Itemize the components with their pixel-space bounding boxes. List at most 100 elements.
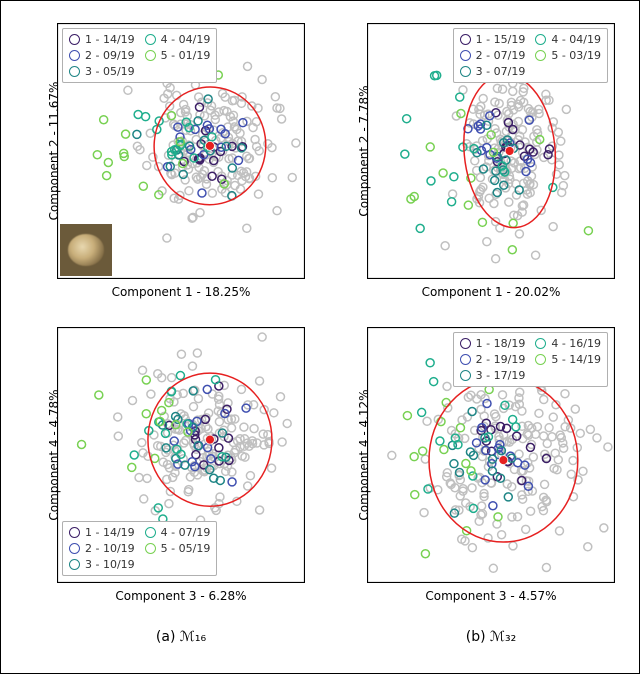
legend-label: 2 - 19/19 [476, 353, 526, 366]
legend-item: 3 - 17/19 [460, 369, 526, 382]
bg-point [258, 76, 266, 84]
class-5-point [508, 246, 516, 254]
legend-item: 3 - 05/19 [69, 65, 135, 78]
class-4-point [418, 408, 426, 416]
bg-point [549, 223, 557, 231]
legend-label: 3 - 05/19 [85, 65, 135, 78]
bg-point [246, 472, 254, 480]
legend-marker-icon [460, 50, 471, 61]
bg-point [238, 452, 246, 460]
class-5-point [122, 130, 130, 138]
class-1-point [195, 103, 203, 111]
bg-point [423, 417, 431, 425]
class-5-point [103, 172, 111, 180]
bg-point [196, 209, 204, 217]
legend-item: 4 - 04/19 [535, 33, 601, 46]
class-5-point [142, 376, 150, 384]
class-4-point [401, 150, 409, 158]
bg-point [549, 413, 557, 421]
legend-item: 4 - 16/19 [535, 337, 601, 350]
class-4-point [403, 115, 411, 123]
class-4-point [212, 376, 220, 384]
class-5-point [403, 412, 411, 420]
bg-point [143, 161, 151, 169]
animal-blob [68, 234, 104, 265]
bg-point [529, 453, 537, 461]
legend-item: 5 - 03/19 [535, 49, 601, 62]
bg-point [561, 390, 569, 398]
bg-point [600, 524, 608, 532]
figure-root: Component 1 - 18.25%Component 2 - 11.67%… [0, 0, 640, 674]
bg-point [541, 480, 549, 488]
bg-point [256, 377, 264, 385]
class-2-point [483, 399, 491, 407]
legend-item: 4 - 04/19 [145, 33, 211, 46]
bg-point [114, 413, 122, 421]
bg-point [499, 85, 507, 93]
bg-point [540, 396, 548, 404]
bg-point [193, 349, 201, 357]
legend-item: 3 - 10/19 [69, 558, 135, 571]
legend-label: 2 - 10/19 [85, 542, 135, 555]
class-5-point [104, 158, 112, 166]
bg-point [138, 439, 146, 447]
bg-point [258, 333, 266, 341]
legend-marker-icon [535, 50, 546, 61]
caption-b: (b) ℳ₃₂ [411, 629, 571, 645]
bg-point [147, 390, 155, 398]
center-point [499, 456, 508, 465]
bg-point [273, 207, 281, 215]
class-5-point [478, 218, 486, 226]
bg-point [561, 172, 569, 180]
bg-point [240, 423, 248, 431]
class-2-point [198, 189, 206, 197]
ylabel-a_top: Component 2 - 11.67% [47, 23, 61, 279]
bg-point [256, 506, 264, 514]
bg-point [527, 507, 535, 515]
bg-point [292, 139, 300, 147]
class-4-point [436, 437, 444, 445]
legend-label: 2 - 07/19 [476, 49, 526, 62]
class-4-point [427, 177, 435, 185]
bg-point [483, 238, 491, 246]
legend-item: 5 - 05/19 [145, 542, 211, 555]
legend-label: 3 - 10/19 [85, 558, 135, 571]
caption-a: (a) ℳ₁₆ [101, 629, 261, 645]
class-5-point [456, 424, 464, 432]
legend-label: 1 - 14/19 [85, 33, 135, 46]
bg-point [443, 382, 451, 390]
legend-b_top: 1 - 15/192 - 07/193 - 07/194 - 04/195 - … [453, 28, 608, 83]
ylabel-b_top: Component 2 - 7.78% [357, 23, 371, 279]
bg-point [476, 173, 484, 181]
legend-a_bottom: 1 - 14/19 2 - 10/19 3 - 10/19 4 - 07/19 5 - … [62, 521, 217, 576]
class-4-point [448, 198, 456, 206]
class-5-point [142, 410, 150, 418]
legend-label: 1 - 18/19 [476, 337, 526, 350]
bg-point [569, 457, 577, 465]
legend-item: 1 - 14/19 [69, 526, 135, 539]
legend-marker-icon [145, 34, 156, 45]
legend-marker-icon [460, 34, 471, 45]
class-4-point [130, 451, 138, 459]
class-2-point [228, 478, 236, 486]
bg-point [515, 230, 523, 238]
bg-point [471, 157, 479, 165]
legend-label: 4 - 07/19 [161, 526, 211, 539]
class-4-point [456, 93, 464, 101]
bg-point [243, 224, 251, 232]
legend-marker-icon [145, 527, 156, 538]
bg-point [139, 366, 147, 374]
bg-point [604, 443, 612, 451]
bg-point [535, 409, 543, 417]
legend-marker-icon [69, 34, 80, 45]
bg-point [270, 409, 278, 417]
center-point [205, 435, 214, 444]
legend-marker-icon [460, 338, 471, 349]
legend-marker-icon [535, 338, 546, 349]
legend-item: 2 - 09/19 [69, 49, 135, 62]
legend-marker-icon [460, 354, 471, 365]
inset-image [60, 224, 112, 276]
legend-item: 5 - 14/19 [535, 353, 601, 366]
bg-point [509, 87, 517, 95]
bg-point [288, 173, 296, 181]
